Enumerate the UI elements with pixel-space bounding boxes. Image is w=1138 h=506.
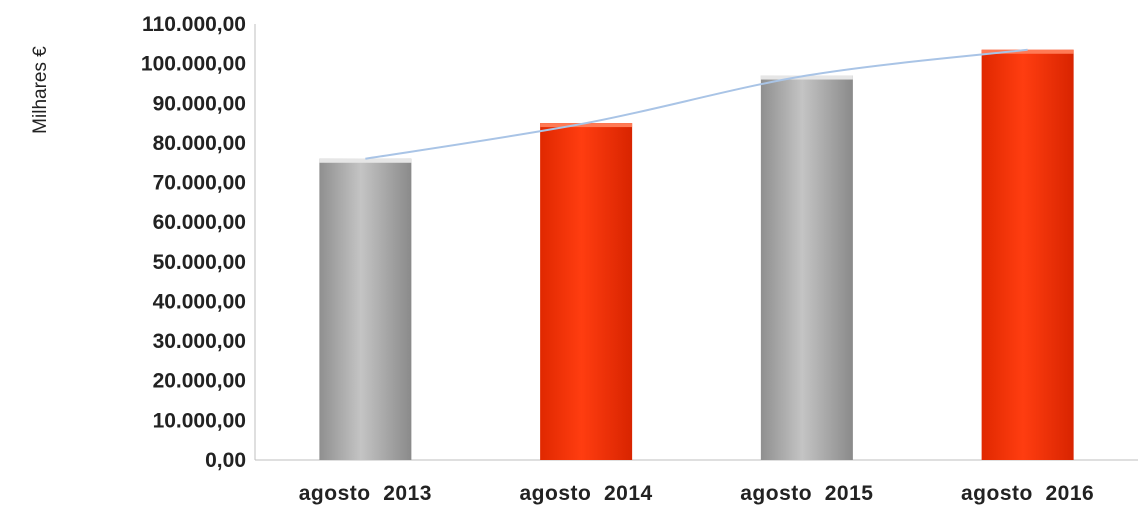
y-tick-label: 110.000,00: [142, 13, 246, 36]
bar-top-highlight: [760, 75, 853, 80]
y-axis-title: Milhares €: [30, 46, 51, 134]
x-tick-label: agosto 2013: [299, 482, 432, 505]
y-tick-label: 100.000,00: [141, 53, 246, 76]
y-tick-label: 70.000,00: [153, 172, 246, 195]
bar-2: [540, 123, 633, 460]
y-tick-label: 80.000,00: [153, 132, 246, 155]
y-tick-label: 90.000,00: [153, 92, 246, 115]
x-tick-label: agosto 2016: [961, 482, 1094, 505]
y-tick-label: 30.000,00: [153, 330, 246, 353]
y-tick-label: 40.000,00: [153, 290, 246, 313]
bar-1: [319, 158, 412, 460]
x-tick-label: agosto 2015: [740, 482, 873, 505]
y-tick-label: 20.000,00: [153, 370, 246, 393]
x-axis-labels: agosto 2013 agosto 2014 agosto 2015 agosto …: [299, 482, 1094, 505]
y-axis-ticks: 0,00 10.000,00 20.000,00 30.000,00 40.000,00…: [141, 13, 246, 472]
bar-top-highlight: [540, 123, 633, 128]
bar-3: [760, 75, 853, 460]
bars: [319, 49, 1074, 460]
x-tick-label: agosto 2014: [520, 482, 653, 505]
bar-top-highlight: [319, 158, 412, 163]
trendline: [365, 48, 1028, 160]
y-tick-label: 0,00: [205, 449, 246, 472]
y-tick-label: 60.000,00: [153, 211, 246, 234]
y-tick-label: 10.000,00: [153, 409, 246, 432]
y-tick-label: 50.000,00: [153, 251, 246, 274]
bar-4: [981, 49, 1074, 460]
bar-top-highlight: [981, 49, 1074, 54]
